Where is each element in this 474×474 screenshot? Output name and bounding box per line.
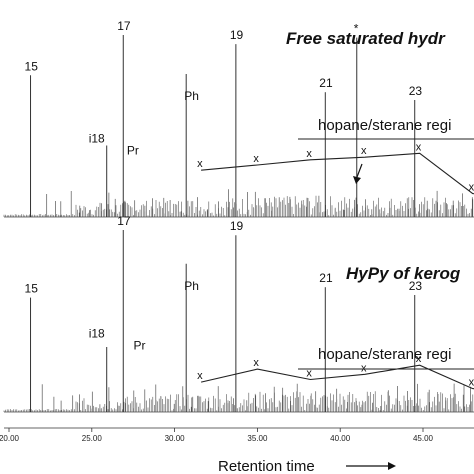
minor-peaks [46,189,473,217]
peak-label: Pr [134,339,146,353]
peak-traces [3,35,474,218]
peak-label: 23 [409,279,423,293]
x-marker: x [361,145,367,157]
trend-polyline [201,152,474,195]
x-marker: x [416,141,422,153]
x-marker: x [306,148,312,160]
x-marker: x [306,368,312,380]
x-tick-label: 20.00 [0,434,20,443]
peak-label: * [354,22,359,36]
peak-label: Pr [127,144,139,158]
peak-label: 21 [319,76,333,90]
peak-label: Ph [184,279,199,293]
arrow-icon [346,462,396,470]
peak-label: 15 [25,59,39,73]
peak-label: 15 [25,282,39,296]
panel-hypy-kerogen: xxxxxxx 15i18Pr17Ph192123252729 HyPy of … [3,214,474,413]
peak-label: i18 [89,132,105,146]
peak-label: 21 [319,271,333,285]
x-marker: x [469,182,474,194]
region-label: hopane/sterane regi [318,346,451,363]
peak-label: 23 [409,84,423,98]
x-tick-label: 40.00 [330,434,351,443]
x-axis: 20.0025.0030.0035.0040.0045.0050.0055.00… [0,427,474,443]
peak-label: 19 [230,28,244,42]
x-tick-label: 45.00 [413,434,434,443]
panel-title: HyPy of kerog [346,264,461,283]
trend-polyline [200,364,474,390]
x-axis-title: Retention time [218,458,315,474]
panel-title: Free saturated hydr [286,29,446,48]
peak-label: 19 [230,219,244,233]
peak-traces [3,230,474,413]
peak-labels: 15i18Pr17Ph192123252729 [25,214,423,353]
region-label: hopane/sterane regi [318,117,451,134]
trend-line: xxxxxxx [197,353,474,390]
baseline-noise [3,195,474,218]
x-marker: x [361,362,367,374]
peak-label: i18 [89,327,105,341]
peak-label: Ph [184,89,199,103]
x-marker: x [469,377,474,389]
x-tick-label: 25.00 [82,434,103,443]
arrow-31-icon [353,163,363,184]
x-marker: x [197,158,203,170]
x-tick-label: 35.00 [247,434,268,443]
x-marker: x [416,353,422,365]
x-marker: x [197,370,203,382]
baseline-noise [3,391,474,413]
minor-peaks [41,383,471,412]
x-tick-label: 30.00 [165,434,186,443]
peak-label: 17 [117,19,131,33]
x-marker: x [253,357,259,369]
x-marker: x [253,153,259,165]
trend-line: xxxxxxx [197,141,474,195]
peak-label: 17 [117,214,131,228]
